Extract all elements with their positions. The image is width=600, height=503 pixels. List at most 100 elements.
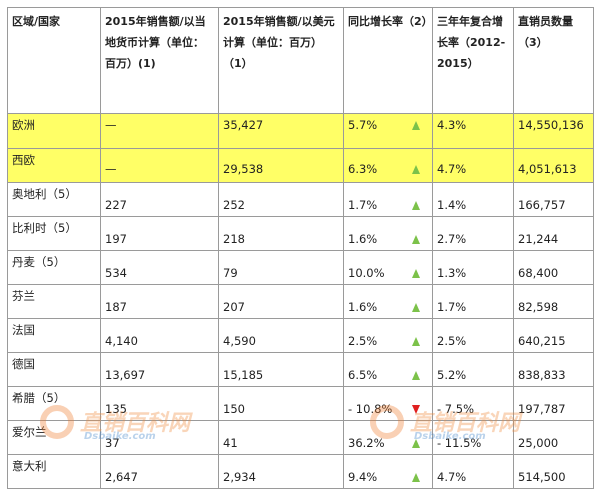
cell-local: 197 [100, 216, 219, 251]
cell-growth: 1.7% [343, 182, 433, 217]
header-row: 区域/国家 2015年销售额/以当地货币计算（单位：百万）(1) 2015年销售… [7, 7, 594, 114]
cell-usd: 41 [218, 420, 344, 455]
cell-region: 欧洲 [7, 113, 101, 149]
trend-up-icon [412, 235, 420, 244]
cell-usd: 15,185 [218, 352, 344, 387]
cell-region: 希腊（5） [7, 386, 101, 421]
header-region: 区域/国家 [7, 7, 101, 114]
table-row: 欧洲 —35,427 5.7% 4.3% 14,550,136 [7, 113, 594, 149]
cell-cagr: 4.7% [432, 148, 514, 183]
table-row: 法国 4,140 4,590 2.5% 2.5% 640,215 [7, 318, 594, 353]
table-row: 芬兰 187 207 1.6% 1.7% 82,598 [7, 284, 594, 319]
cell-growth: 6.5% [343, 352, 433, 387]
sales-table: 区域/国家 2015年销售额/以当地货币计算（单位：百万）(1) 2015年销售… [7, 7, 594, 489]
growth-value: 1.7% [348, 198, 378, 212]
trend-up-icon [412, 303, 420, 312]
cell-usd: 79 [218, 250, 344, 285]
cell-reps: 82,598 [513, 284, 594, 319]
growth-value: 6.5% [348, 368, 378, 382]
cell-local: 187 [100, 284, 219, 319]
cell-local: 2,647 [100, 454, 219, 489]
cell-cagr: 2.7% [432, 216, 514, 251]
cell-growth: 10.0% [343, 250, 433, 285]
cell-local: — [100, 113, 219, 149]
growth-value: 10.0% [348, 266, 385, 280]
cell-local: 534 [100, 250, 219, 285]
cell-local: 227 [100, 182, 219, 217]
trend-up-icon [412, 473, 420, 482]
trend-down-icon [412, 405, 420, 414]
cell-growth: 9.4% [343, 454, 433, 489]
cell-reps: 21,244 [513, 216, 594, 251]
cell-growth: 6.3% [343, 148, 433, 183]
trend-up-icon [412, 439, 420, 448]
growth-value: 2.5% [348, 334, 378, 348]
table-row: 奥地利（5） 227 252 1.7% 1.4% 166,757 [7, 182, 594, 217]
cell-reps: 197,787 [513, 386, 594, 421]
cell-reps: 25,000 [513, 420, 594, 455]
cell-cagr: 1.7% [432, 284, 514, 319]
cell-cagr: 4.7% [432, 454, 514, 489]
cell-reps: 838,833 [513, 352, 594, 387]
cell-reps: 166,757 [513, 182, 594, 217]
cell-growth: 5.7% [343, 113, 433, 149]
cell-reps: 640,215 [513, 318, 594, 353]
cell-usd: 35,427 [218, 113, 344, 149]
cell-usd: 29,538 [218, 148, 344, 183]
growth-value: 1.6% [348, 232, 378, 246]
trend-up-icon [412, 371, 420, 380]
trend-up-icon [412, 121, 420, 130]
cell-region: 丹麦（5） [7, 250, 101, 285]
table-row: 西欧 —29,538 6.3% 4.7% 4,051,613 [7, 148, 594, 183]
cell-usd: 4,590 [218, 318, 344, 353]
cell-cagr: 1.3% [432, 250, 514, 285]
header-growth: 同比增长率（2） [343, 7, 433, 114]
cell-cagr: 5.2% [432, 352, 514, 387]
cell-region: 西欧 [7, 148, 101, 183]
cell-cagr: 2.5% [432, 318, 514, 353]
cell-reps: 14,550,136 [513, 113, 594, 149]
growth-value: 5.7% [348, 118, 378, 132]
header-usd-sales: 2015年销售额/以美元计算（单位：百万）（1） [218, 7, 344, 114]
table-row: 比利时（5） 197 218 1.6% 2.7% 21,244 [7, 216, 594, 251]
cell-usd: 2,934 [218, 454, 344, 489]
cell-local: 135 [100, 386, 219, 421]
cell-growth: 2.5% [343, 318, 433, 353]
table-row: 意大利 2,647 2,934 9.4% 4.7% 514,500 [7, 454, 594, 489]
growth-value: 6.3% [348, 162, 378, 176]
cell-region: 爱尔兰 [7, 420, 101, 455]
growth-value: 1.6% [348, 300, 378, 314]
trend-up-icon [412, 165, 420, 174]
trend-up-icon [412, 337, 420, 346]
cell-usd: 252 [218, 182, 344, 217]
cell-usd: 218 [218, 216, 344, 251]
cell-reps: 68,400 [513, 250, 594, 285]
cell-growth: - 10.8% [343, 386, 433, 421]
cell-local: 13,697 [100, 352, 219, 387]
trend-up-icon [412, 201, 420, 210]
cell-usd: 207 [218, 284, 344, 319]
growth-value: - 10.8% [348, 402, 393, 416]
cell-region: 奥地利（5） [7, 182, 101, 217]
cell-reps: 4,051,613 [513, 148, 594, 183]
header-cagr: 三年年复合增长率（2012-2015） [432, 7, 514, 114]
table-row: 德国 13,697 15,185 6.5% 5.2% 838,833 [7, 352, 594, 387]
cell-reps: 514,500 [513, 454, 594, 489]
cell-local: 37 [100, 420, 219, 455]
cell-cagr: 1.4% [432, 182, 514, 217]
cell-growth: 1.6% [343, 284, 433, 319]
cell-region: 法国 [7, 318, 101, 353]
table-row: 希腊（5） 135 150 - 10.8% - 7.5% 197,787 [7, 386, 594, 421]
cell-region: 意大利 [7, 454, 101, 489]
table-row: 丹麦（5） 534 79 10.0% 1.3% 68,400 [7, 250, 594, 285]
table-row: 爱尔兰 37 41 36.2% - 11.5% 25,000 [7, 420, 594, 455]
cell-local: 4,140 [100, 318, 219, 353]
cell-growth: 36.2% [343, 420, 433, 455]
cell-local: — [100, 148, 219, 183]
cell-region: 芬兰 [7, 284, 101, 319]
trend-up-icon [412, 269, 420, 278]
cell-cagr: 4.3% [432, 113, 514, 149]
cell-usd: 150 [218, 386, 344, 421]
cell-region: 德国 [7, 352, 101, 387]
cell-growth: 1.6% [343, 216, 433, 251]
